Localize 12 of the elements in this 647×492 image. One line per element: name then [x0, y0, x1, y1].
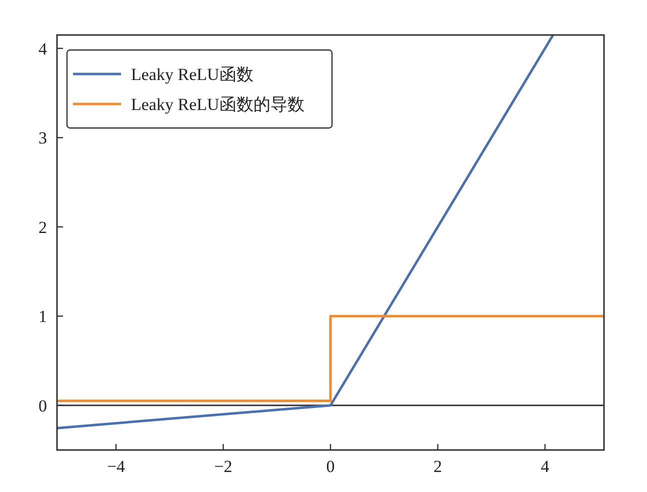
x-tick-label: 0 — [326, 457, 335, 476]
y-tick-label: 1 — [38, 307, 47, 326]
y-tick-label: 4 — [38, 39, 48, 58]
x-tick-label: −2 — [214, 457, 232, 476]
legend-label: Leaky ReLU函数的导数 — [131, 95, 304, 114]
x-tick-label: 2 — [434, 457, 442, 476]
y-tick-label: 2 — [38, 218, 47, 237]
y-tick-label: 3 — [38, 128, 47, 148]
x-tick-label: −4 — [106, 457, 126, 476]
y-tick-label: 0 — [38, 396, 47, 416]
x-tick-label: 4 — [540, 457, 550, 476]
legend-label: Leaky ReLU函数 — [131, 65, 254, 84]
